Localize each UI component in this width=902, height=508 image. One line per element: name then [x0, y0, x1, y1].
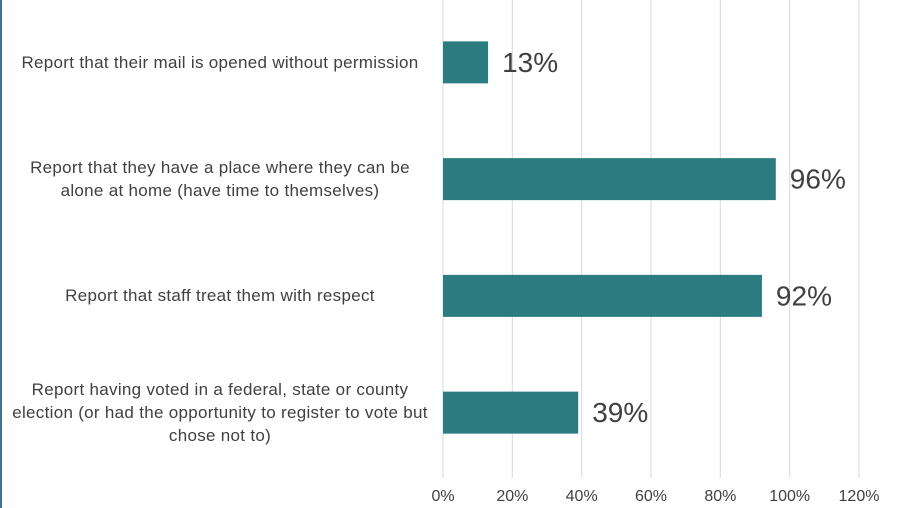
category-label: Report that staff treat them with respec… [65, 286, 375, 306]
bar [443, 41, 489, 84]
value-label: 92% [776, 280, 832, 311]
x-tick-label: 60% [635, 488, 667, 505]
value-label: 13% [502, 47, 558, 78]
x-tick-label: 80% [704, 488, 736, 505]
category-label: Report that their mail is opened without… [21, 52, 419, 72]
category-label: Report having voted in a federal, state … [12, 380, 428, 446]
value-label: 39% [592, 397, 648, 428]
value-label: 96% [790, 164, 846, 195]
bar [443, 274, 762, 317]
x-tick-label: 20% [496, 488, 528, 505]
x-tick-label: 40% [566, 488, 598, 505]
x-tick-label: 100% [769, 488, 810, 505]
bar [443, 158, 776, 201]
bar [443, 391, 579, 434]
x-tick-label: 120% [839, 488, 880, 505]
category-label: Report that they have a place where they… [30, 158, 410, 201]
x-tick-label: 0% [431, 488, 454, 505]
